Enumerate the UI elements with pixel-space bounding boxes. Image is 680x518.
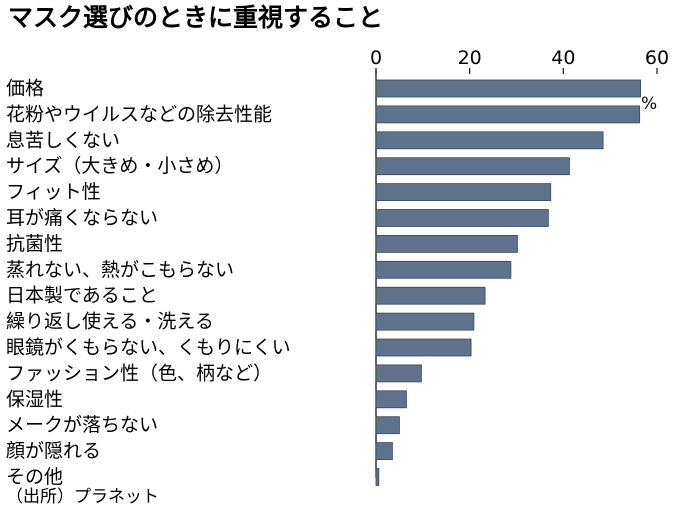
unit-label: % [641, 94, 657, 114]
bars-group [375, 79, 642, 486]
category-label: その他 [6, 466, 63, 488]
category-label: 日本製であること [6, 285, 158, 307]
bar [375, 79, 642, 98]
x-tick-label: 40 [551, 47, 575, 69]
category-label: 顔が隠れる [6, 440, 101, 462]
category-label: 耳が痛くならない [6, 207, 158, 229]
bar [375, 234, 518, 253]
bar [375, 209, 549, 227]
bar [375, 442, 393, 461]
category-label: 価格 [6, 78, 44, 100]
bar [375, 286, 486, 305]
category-label: 保湿性 [6, 388, 63, 410]
bar [375, 157, 570, 176]
bar [375, 312, 475, 331]
x-tick-label: 20 [458, 47, 482, 69]
category-label: 蒸れない、熱がこもらない [6, 259, 234, 281]
chart-title: マスク選びのときに重視すること [8, 3, 383, 32]
x-tick-label: 0 [370, 47, 382, 69]
category-label: 息苦しくない [6, 129, 120, 151]
bar [375, 105, 641, 124]
category-label: 抗菌性 [6, 233, 63, 255]
bar [375, 260, 512, 279]
source-note: （出所）プラネット [6, 487, 159, 507]
x-axis-ticks: 0 20 40 60 [370, 47, 669, 74]
category-label: 繰り返し使える・洗える [6, 311, 214, 333]
bar [375, 468, 380, 486]
category-label: 花粉やウイルスなどの除去性能 [6, 103, 272, 125]
category-label: ファッション性（色、柄など） [6, 362, 272, 384]
x-tick-label: 60 [645, 47, 669, 69]
bar [375, 416, 400, 435]
bar [375, 183, 552, 202]
category-label: メークが落ちない [6, 414, 158, 436]
category-label: フィット性 [6, 181, 101, 203]
category-label: 眼鏡がくもらない、くもりにくい [6, 337, 291, 359]
bar [375, 364, 422, 383]
bar [375, 338, 472, 357]
bar [375, 390, 407, 409]
category-label: サイズ（大きめ・小さめ） [6, 155, 233, 177]
bar [375, 131, 604, 150]
